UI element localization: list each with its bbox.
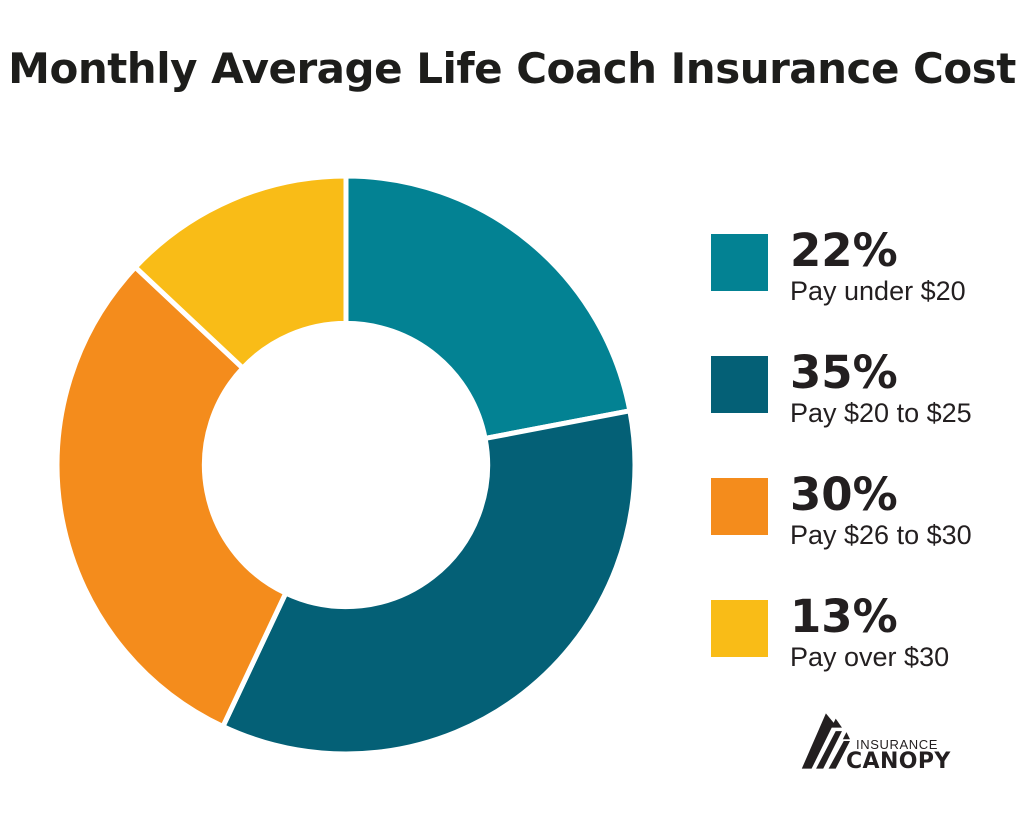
legend-label: Pay over $30 <box>790 642 950 672</box>
legend-swatch-dark-teal <box>711 356 768 413</box>
logo-line-insurance: INSURANCE <box>856 737 938 752</box>
legend-percent: 35% <box>790 346 898 399</box>
legend-label: Pay $20 to $25 <box>790 398 972 428</box>
donut-slice-13% <box>132 173 349 371</box>
legend-swatch-yellow <box>711 600 768 657</box>
page-title: Monthly Average Life Coach Insurance Cos… <box>8 44 1016 93</box>
legend-text: 22% Pay under $20 <box>790 228 966 308</box>
chart-legend: 22% Pay under $20 35% Pay $20 to $25 30%… <box>711 228 972 716</box>
legend-item-pay-over-30: 13% Pay over $30 <box>711 594 972 674</box>
legend-text: 35% Pay $20 to $25 <box>790 350 972 430</box>
legend-percent: 30% <box>790 468 898 521</box>
legend-label: Pay under $20 <box>790 276 966 306</box>
legend-label: Pay $26 to $30 <box>790 520 972 550</box>
legend-item-pay-26-to-30: 30% Pay $26 to $30 <box>711 472 972 552</box>
legend-percent: 22% <box>790 224 898 277</box>
legend-item-pay-under-20: 22% Pay under $20 <box>711 228 972 308</box>
donut-chart <box>54 173 638 757</box>
donut-slice-30% <box>54 264 289 729</box>
legend-swatch-teal <box>711 234 768 291</box>
logo-line-canopy: CANOPY <box>846 749 951 774</box>
legend-swatch-orange <box>711 478 768 535</box>
canopy-mark-icon <box>801 713 850 769</box>
donut-chart-svg <box>54 173 638 757</box>
legend-item-pay-20-to-25: 35% Pay $20 to $25 <box>711 350 972 430</box>
legend-text: 30% Pay $26 to $30 <box>790 472 972 552</box>
logo-text: INSURANCE CANOPY <box>846 738 951 774</box>
insurance-canopy-logo: INSURANCE CANOPY <box>800 708 951 774</box>
legend-percent: 13% <box>790 590 898 643</box>
legend-text: 13% Pay over $30 <box>790 594 949 674</box>
donut-slice-35% <box>220 408 638 757</box>
donut-slice-22% <box>343 173 633 441</box>
